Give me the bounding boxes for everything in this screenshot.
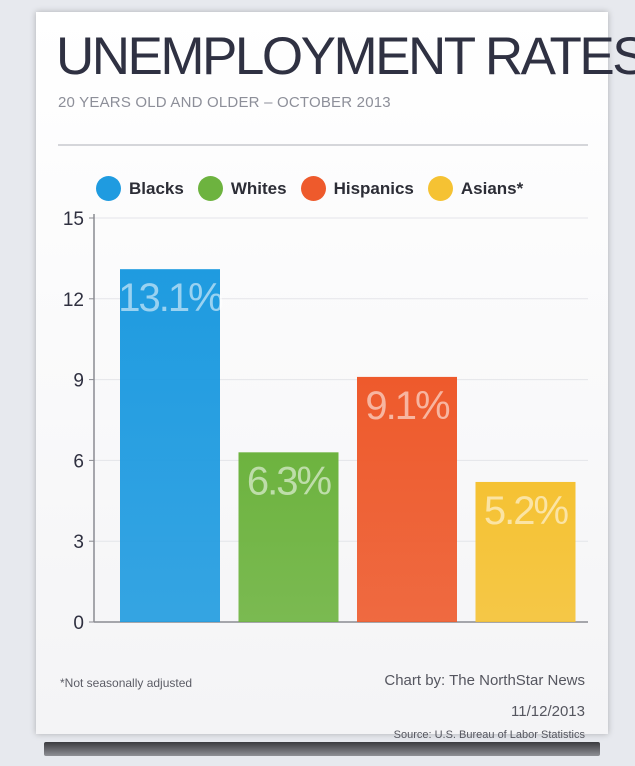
bar-asians xyxy=(475,481,576,622)
legend-label: Hispanics xyxy=(333,178,414,198)
bar-value-label: 5.2% xyxy=(484,489,569,533)
y-tick-label: 0 xyxy=(73,613,84,634)
legend-swatch xyxy=(300,176,326,201)
divider xyxy=(58,144,588,146)
card-shadow xyxy=(44,742,600,756)
legend: Blacks Whites Hispanics Asians* xyxy=(96,176,523,201)
legend-label: Whites xyxy=(230,178,287,198)
legend-swatch xyxy=(197,176,223,201)
bar-value-label: 9.1% xyxy=(365,384,450,428)
data-source: Source: U.S. Bureau of Labor Statistics xyxy=(393,729,585,741)
legend-label: Blacks xyxy=(129,178,184,198)
y-tick-label: 6 xyxy=(73,451,84,472)
bar-value-label: 6.3% xyxy=(247,459,332,503)
chart-subtitle: 20 YEARS OLD AND OLDER – OCTOBER 2013 xyxy=(58,94,391,111)
bar-value-label: 13.1% xyxy=(118,276,223,320)
legend-item-whites: Whites xyxy=(197,176,287,201)
y-tick-label: 3 xyxy=(73,532,84,553)
chart-credit: Chart by: The NorthStar News xyxy=(384,672,585,689)
y-tick-label: 15 xyxy=(63,209,84,230)
legend-label: Asians* xyxy=(460,178,524,198)
legend-item-asians: Asians* xyxy=(427,176,524,201)
legend-item-blacks: Blacks xyxy=(96,176,184,201)
chart-title: UNEMPLOYMENT RATES xyxy=(56,27,635,86)
bar-blacks xyxy=(120,269,220,622)
y-tick-label: 12 xyxy=(63,290,84,311)
bar-whites xyxy=(238,452,339,622)
y-tick-label: 9 xyxy=(73,371,84,392)
bar-hispanics xyxy=(357,376,457,622)
legend-swatch xyxy=(96,176,121,201)
legend-item-hispanics: Hispanics xyxy=(300,176,414,201)
chart-date: 11/12/2013 xyxy=(511,703,585,720)
legend-swatch xyxy=(427,176,453,201)
footnote: *Not seasonally adjusted xyxy=(60,676,193,690)
